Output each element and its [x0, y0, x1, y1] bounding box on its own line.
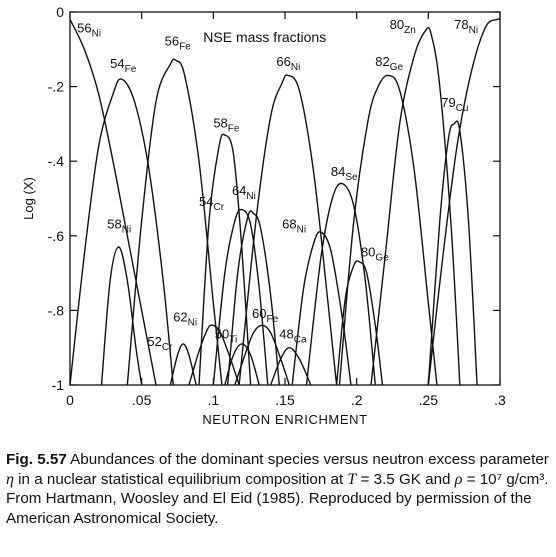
species-label-56ni: 56Ni	[77, 21, 101, 40]
species-labels: 56Ni 54Fe 56Fe 58Ni 58Fe 54Cr 64Ni 66Ni 68Ni 84Se…	[77, 17, 478, 353]
curve-82ge	[338, 74, 438, 385]
y-tick-label: 0	[56, 4, 64, 20]
species-label-66ni: 66Ni	[276, 54, 300, 73]
curve-62ni	[188, 324, 240, 385]
species-label-54cr: 54Cr	[199, 194, 225, 213]
y-tick-label: -.4	[48, 153, 65, 169]
caption-eta-symbol: η	[6, 470, 14, 488]
x-tick-label: .25	[419, 392, 439, 408]
curve-52cr	[169, 343, 197, 385]
species-label-82ge: 82Ge	[375, 54, 403, 73]
species-label-52cr: 52Cr	[147, 334, 173, 353]
species-label-60fe: 60Fe	[252, 306, 279, 325]
curve-50ti	[224, 343, 260, 385]
species-label-58ni: 58Ni	[107, 216, 131, 235]
curve-56ni	[70, 19, 157, 385]
caption-text-4: = 10⁷ g/cm³. From Hartmann, Woosley and …	[6, 470, 549, 527]
species-label-64ni: 64Ni	[232, 183, 256, 202]
y-tick-label: -.8	[48, 302, 65, 318]
curve-66ni	[238, 74, 338, 385]
species-label-50ti: 50Ti	[215, 326, 237, 345]
curve-84se	[305, 182, 376, 385]
curve-79cu	[427, 120, 478, 385]
x-tick-label: .3	[494, 392, 506, 408]
species-label-68ni: 68Ni	[282, 216, 306, 235]
x-tick-label: .15	[275, 392, 295, 408]
species-label-80zn: 80Zn	[390, 17, 416, 36]
x-tick-label: 0	[66, 392, 74, 408]
curve-48ca	[270, 346, 312, 385]
caption-density-symbol: ρ	[454, 470, 463, 488]
y-tick-label: -1	[52, 377, 65, 393]
y-tick-label: -.6	[48, 228, 65, 244]
species-label-79cu: 79Cu	[441, 95, 468, 114]
x-tick-label: .05	[132, 392, 152, 408]
species-label-62ni: 62Ni	[173, 310, 197, 329]
curve-58ni	[100, 246, 143, 385]
curve-78ni	[427, 18, 500, 385]
tick-labels: 0 .05 .1 .15 .2 .25 .3 0 -.2 -.4 -.6 -.8 -1	[48, 4, 506, 408]
curve-56fe	[126, 58, 223, 385]
caption-text-3: = 3.5 GK and	[360, 470, 451, 488]
species-label-78ni: 78Ni	[454, 17, 478, 36]
x-tick-label: .2	[351, 392, 363, 408]
chart-title: NSE mass fractions	[203, 29, 326, 45]
abundance-curves	[70, 18, 500, 385]
y-tick-label: -.2	[48, 79, 65, 95]
curve-80zn	[370, 26, 461, 385]
axis-ticks	[69, 11, 501, 386]
curve-64ni	[226, 210, 280, 385]
caption-temperature-symbol: T	[347, 470, 357, 488]
species-label-56fe: 56Fe	[165, 34, 192, 53]
species-label-84se: 84Se	[331, 164, 358, 183]
caption-text-1: Abundances of the dominant species versu…	[70, 451, 549, 468]
x-axis-label: NEUTRON ENRICHMENT	[202, 412, 367, 427]
species-label-48ca: 48Ca	[279, 326, 307, 345]
curve-54cr	[212, 208, 269, 385]
curve-58fe	[198, 133, 252, 385]
figure-caption: Fig. 5.57 Abundances of the dominant spe…	[6, 450, 550, 528]
caption-text-2: in a nuclear statistical equilibrium com…	[18, 470, 344, 488]
curve-80ge	[335, 260, 384, 385]
curve-54fe	[70, 78, 174, 385]
y-axis-label: Log (X)	[21, 177, 36, 220]
x-tick-label: .1	[207, 392, 219, 408]
species-label-80ge: 80Ge	[361, 244, 389, 263]
figure-label: Fig. 5.57	[6, 451, 67, 468]
nse-chart: 0 .05 .1 .15 .2 .25 .3 0 -.2 -.4 -.6 -.8 -1 56Ni 54Fe…	[21, 4, 506, 427]
species-label-54fe: 54Fe	[110, 56, 137, 75]
species-label-58fe: 58Fe	[213, 116, 240, 135]
